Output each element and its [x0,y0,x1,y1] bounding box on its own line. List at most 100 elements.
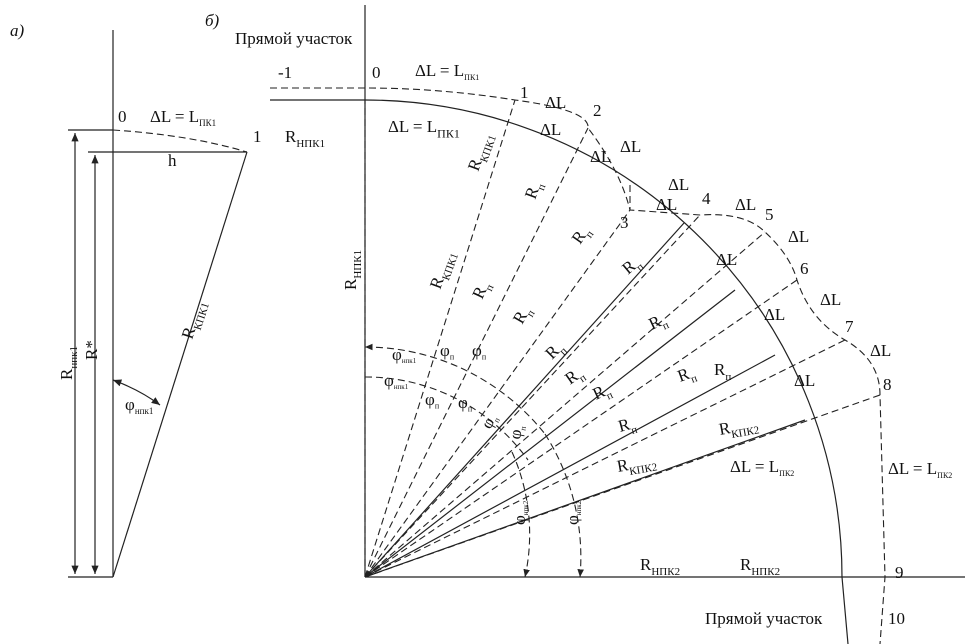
label: 6 [800,259,809,278]
panel-b-lines [270,5,965,644]
label: 5 [765,205,774,224]
label: ΔL = LПК1 [150,107,216,128]
label-text: ΔL [735,195,756,214]
label: h [168,151,177,170]
label-text: 8 [883,375,892,394]
label-subscript: КПК1 [440,252,461,283]
label-subscript: п [450,353,455,362]
label-text: 4 [702,189,711,208]
label-text: R [341,278,360,290]
label-text: ΔL [788,227,809,246]
label-text: ΔL [764,305,785,324]
label-subscript: нпк2 [522,500,530,515]
label: Rп [714,360,731,383]
label: RНПК2 [740,555,780,578]
label-text: R [57,368,76,380]
label-text: 6 [800,259,809,278]
label-subscript: нпк1 [394,383,409,391]
label-subscript: ПК1 [437,126,460,140]
label: Прямой участок [705,609,823,628]
label: ΔL [794,371,815,390]
label-subscript: нпк1 [68,346,80,369]
label-text: Прямой участок [235,29,353,48]
label: ΔL = LПК1 [388,117,460,140]
label: ΔL = LПК2 [888,459,952,480]
label: ΔL = LПК1 [415,61,479,82]
label: ΔL [735,195,756,214]
label-subscript: ПК2 [937,471,952,480]
label: φнпк1 [384,371,409,391]
label-subscript: ПК1 [464,73,479,82]
label-text: ΔL = L [388,117,437,136]
label-text: ΔL [590,147,611,166]
label-text: -1 [278,63,292,82]
label: Rп [521,179,549,203]
label: φп [440,341,455,362]
label-subscript: п [630,424,639,437]
label-subscript: п [725,371,731,383]
label-text: ΔL = L [415,61,464,80]
label: ΔL = LПК2 [730,457,794,478]
label: R* [82,340,101,360]
label: 9 [895,563,904,582]
label-text: R [740,555,752,574]
label-text: 1 [520,83,529,102]
label: Rп [616,413,639,440]
label-subscript: п [482,353,487,362]
label-text: φ [425,390,435,409]
label-text: ΔL = L [888,459,937,478]
label-subscript: НПК2 [751,566,780,578]
label-text: φ [510,515,529,525]
label: ΔL [656,195,677,214]
label: Rп [646,309,671,337]
label-text: 3 [620,213,629,232]
label: ΔL [788,227,809,246]
label-text: ΔL [656,195,677,214]
label-subscript: п [605,389,616,402]
label-subscript: КПК1 [192,301,212,331]
label-text: ΔL = L [730,457,779,476]
label-text: φ [563,515,582,525]
label-subscript: п [435,402,440,411]
label-subscript: п [468,405,473,414]
label: 1 [520,83,529,102]
label: 7 [845,317,854,336]
label: RНПК1 [341,250,364,290]
label-text: 0 [372,63,381,82]
label-subscript: КПК2 [628,461,658,478]
label: 4 [702,189,711,208]
label-text: R [285,127,297,146]
label: RКПК1 [178,298,212,343]
label-subscript: п [518,425,528,431]
label-subscript: КПК1 [478,134,499,165]
label: ΔL [668,175,689,194]
label: ΔL [820,290,841,309]
label-subscript: п [661,319,672,332]
label: Rнпк1 [57,346,80,380]
label-text: ΔL [716,250,737,269]
label-text: φ [440,341,450,360]
label: RКПК2 [615,450,658,480]
label-subscript: КПК2 [730,424,760,441]
label-text: ΔL [668,175,689,194]
label: Rп [568,222,597,249]
label: ΔL [716,250,737,269]
diagram: а)01ΔL = LПК1hRнпк1R*RКПК1φнпк1б)Прямой … [0,0,965,644]
label-text: h [168,151,177,170]
label-text: 7 [845,317,854,336]
label-text: 9 [895,563,904,582]
label-text: 5 [765,205,774,224]
label-text: φ [384,371,394,390]
label: ΔL [620,137,641,156]
label-subscript: нпк1 [402,357,417,365]
label: 1 [253,127,262,146]
label-subscript: НПК1 [296,138,325,150]
label: Rп [509,302,538,329]
label: RКПК1 [464,130,499,175]
label: Rп [541,337,570,366]
label: ΔL [870,341,891,360]
label: RКПК1 [426,248,461,293]
label: RНПК1 [285,127,325,150]
label-text: φ [472,341,482,360]
label-text: ΔL = L [150,107,199,126]
